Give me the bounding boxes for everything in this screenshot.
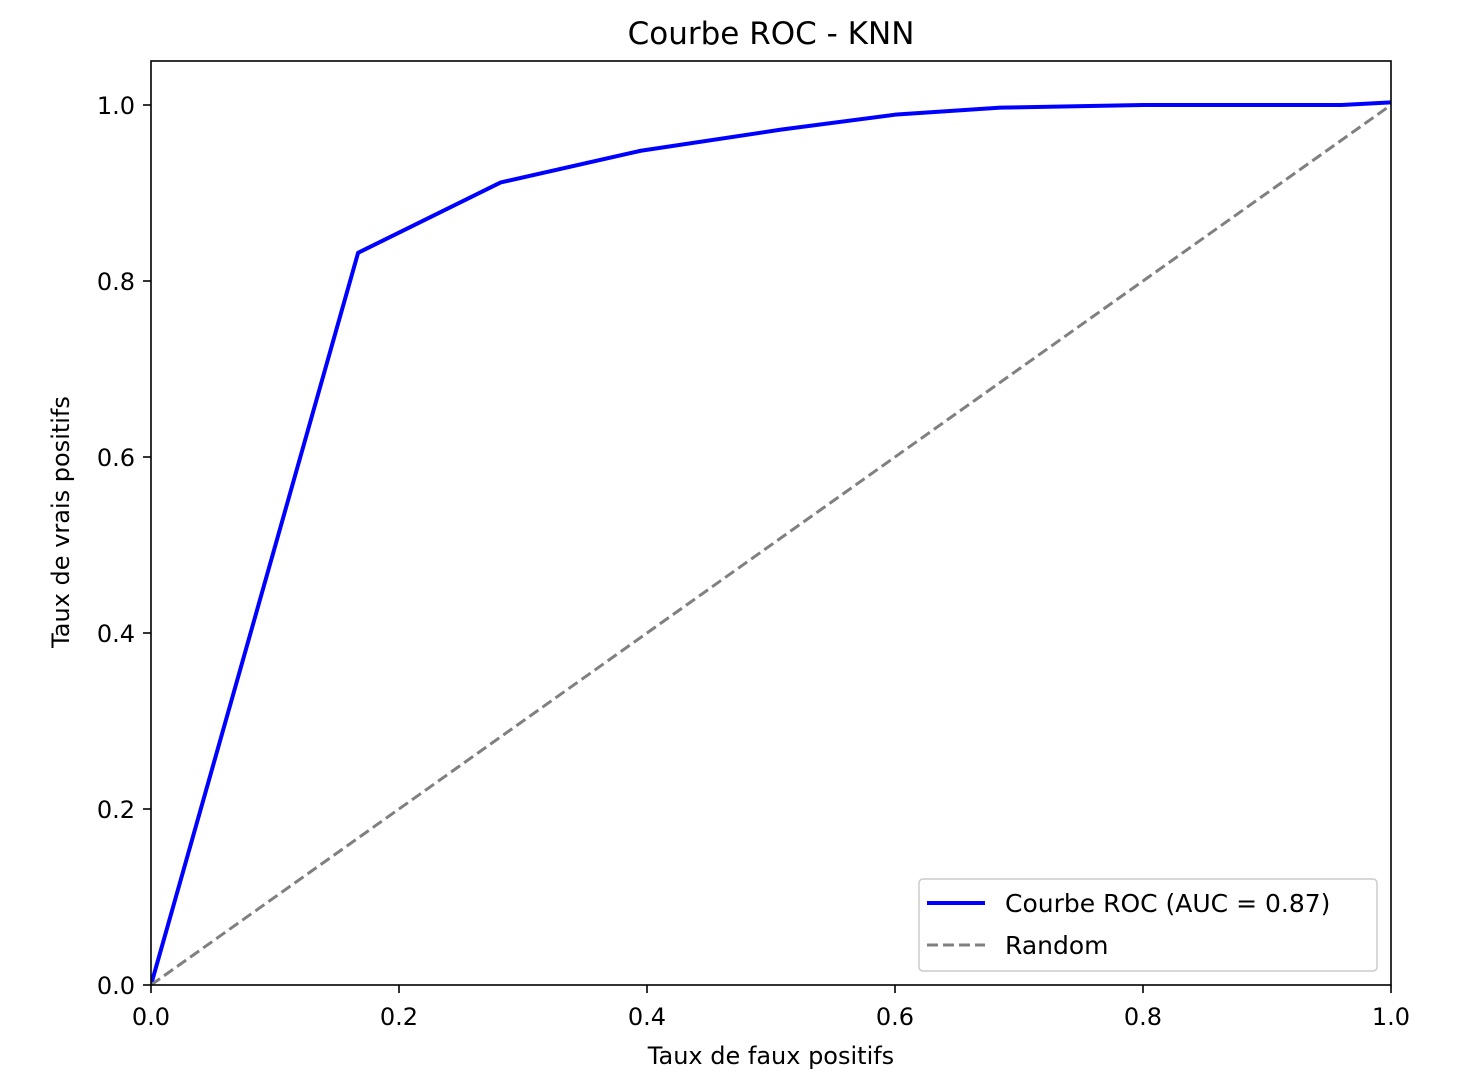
y-tick-label: 0.8 xyxy=(97,268,135,296)
x-tick-label: 1.0 xyxy=(1372,1003,1410,1031)
x-tick-label: 0.6 xyxy=(876,1003,914,1031)
legend-label-roc: Courbe ROC (AUC = 0.87) xyxy=(1005,889,1330,918)
roc-curve-line xyxy=(151,100,1391,985)
legend: Courbe ROC (AUC = 0.87) Random xyxy=(918,878,1378,972)
axes-frame xyxy=(150,60,1392,986)
random-baseline-line xyxy=(151,103,1391,985)
legend-label-random: Random xyxy=(1005,931,1109,960)
x-tick-label: 0.2 xyxy=(380,1003,418,1031)
x-tick-label: 0.0 xyxy=(132,1003,170,1031)
y-tick-label: 1.0 xyxy=(97,92,135,120)
chart-title: Courbe ROC - KNN xyxy=(628,16,915,52)
y-axis-label: Taux de vrais positifs xyxy=(47,396,75,649)
series-group xyxy=(151,100,1391,985)
x-tick-label: 0.8 xyxy=(1124,1003,1162,1031)
x-axis-label: Taux de faux positifs xyxy=(647,1042,894,1070)
legend-box xyxy=(918,878,1378,972)
y-tick-label: 0.4 xyxy=(97,620,135,648)
y-tick-label: 0.0 xyxy=(97,972,135,1000)
plot-area: 0.0 0.2 0.4 0.6 0.8 1.0 0.0 0.2 0.4 0.6 0.8 1.0 xyxy=(97,60,1410,1031)
y-tick-label: 0.6 xyxy=(97,444,135,472)
y-tick-label: 0.2 xyxy=(97,796,135,824)
x-tick-label: 0.4 xyxy=(628,1003,666,1031)
